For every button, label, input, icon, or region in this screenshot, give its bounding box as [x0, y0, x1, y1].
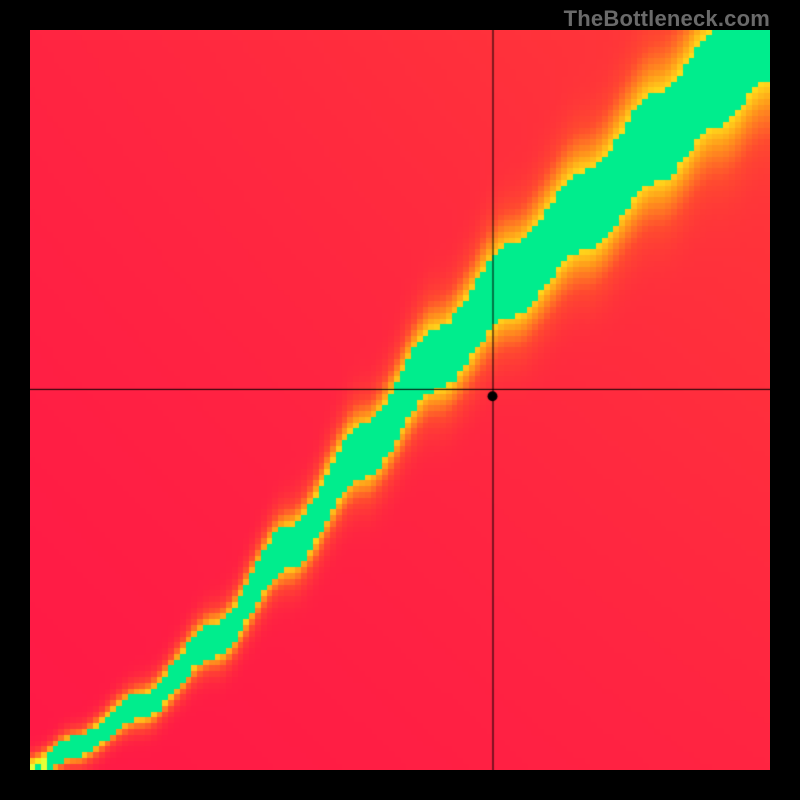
bottleneck-heatmap-canvas — [30, 30, 770, 770]
plot-area — [30, 30, 770, 770]
watermark-text: TheBottleneck.com — [564, 6, 770, 32]
